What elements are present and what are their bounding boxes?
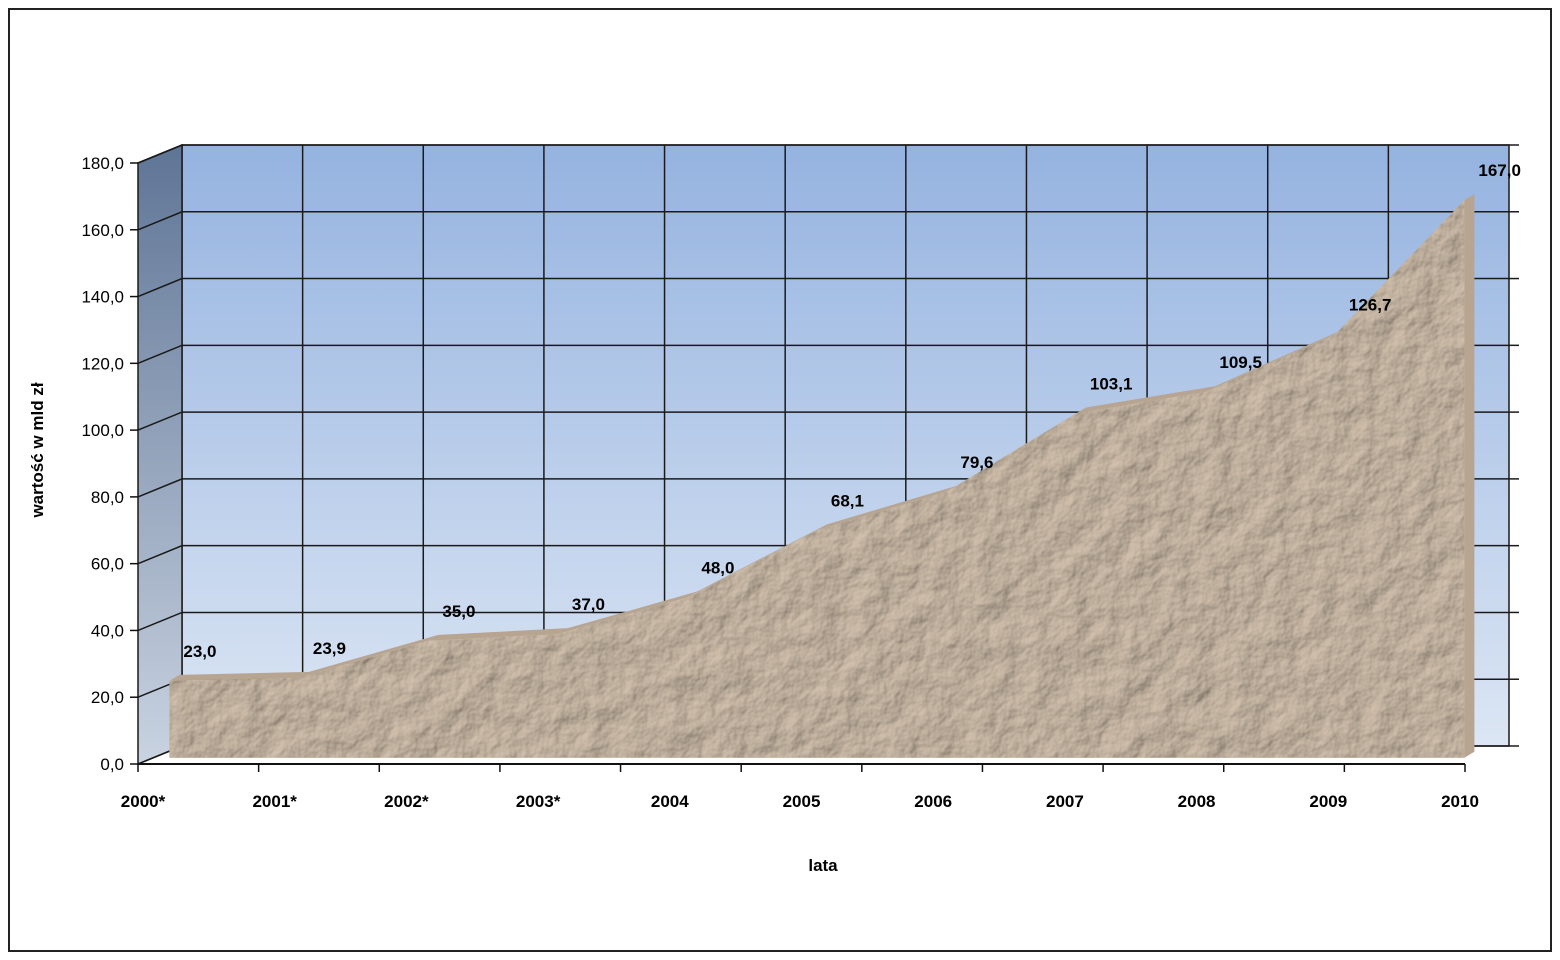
x-tick-label: 2010 <box>1441 792 1479 811</box>
data-label: 37,0 <box>572 595 605 614</box>
x-tick-label: 2004 <box>651 792 689 811</box>
x-axis-title: lata <box>808 856 838 875</box>
side-wall <box>137 143 183 766</box>
y-tick-label: 180,0 <box>81 154 124 173</box>
y-axis-title: wartość w mld zł <box>28 382 47 518</box>
y-tick-label: 80,0 <box>91 488 124 507</box>
y-gridline <box>137 211 1509 231</box>
y-tick-label: 20,0 <box>91 688 124 707</box>
x-tick-label: 2000* <box>121 792 166 811</box>
data-label: 79,6 <box>960 453 993 472</box>
data-label: 23,9 <box>313 639 346 658</box>
y-tick-label: 0,0 <box>100 755 124 774</box>
data-label: 35,0 <box>442 602 475 621</box>
area-side-face <box>1464 194 1475 758</box>
x-tick-label: 2001* <box>252 792 297 811</box>
y-tick-label: 120,0 <box>81 354 124 373</box>
data-label: 109,5 <box>1219 353 1262 372</box>
x-tick-label: 2005 <box>783 792 821 811</box>
data-label: 167,0 <box>1478 161 1521 180</box>
y-tick-label: 140,0 <box>81 288 124 307</box>
x-tick-label: 2009 <box>1309 792 1347 811</box>
y-tick-label: 100,0 <box>81 421 124 440</box>
area-series <box>169 200 1465 758</box>
data-label: 48,0 <box>701 558 734 577</box>
data-label: 23,0 <box>183 642 216 661</box>
y-gridline <box>137 344 1509 365</box>
y-gridline <box>137 277 1509 298</box>
y-gridline <box>137 144 1509 164</box>
data-label: 126,7 <box>1349 296 1392 315</box>
data-label: 68,1 <box>831 491 864 510</box>
x-tick-label: 2003* <box>516 792 561 811</box>
x-tick-label: 2007 <box>1046 792 1084 811</box>
y-tick-label: 40,0 <box>91 621 124 640</box>
y-tick-label: 60,0 <box>91 555 124 574</box>
y-tick-label: 160,0 <box>81 221 124 240</box>
data-label: 103,1 <box>1090 374 1133 393</box>
x-tick-label: 2008 <box>1178 792 1216 811</box>
x-tick-label: 2006 <box>914 792 952 811</box>
x-tick-label: 2002* <box>384 792 429 811</box>
y-gridline <box>137 411 1509 431</box>
